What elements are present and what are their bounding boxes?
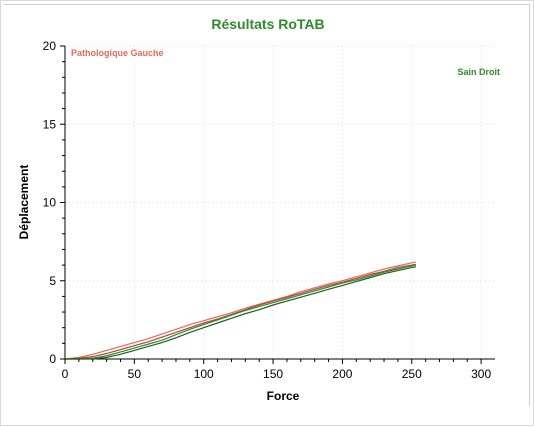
series-line-sain_1 — [65, 264, 417, 360]
legend-pathologique-gauche: Pathologique Gauche — [71, 48, 164, 58]
y-tick-label: 0 — [49, 352, 56, 366]
chart-title: Résultats RoTAB — [211, 16, 324, 32]
y-tick-label: 20 — [43, 39, 57, 53]
legend-sain-droit: Sain Droit — [457, 67, 500, 77]
x-tick-label: 0 — [62, 367, 69, 381]
series-line-patho_1 — [64, 261, 417, 360]
y-tick-label: 5 — [49, 274, 56, 288]
grid — [65, 45, 495, 359]
x-tick-label: 150 — [263, 367, 283, 381]
series-group — [64, 261, 417, 360]
x-axis-label: Force — [267, 389, 300, 403]
y-axis-label: Déplacement — [17, 165, 31, 240]
x-tick-label: 300 — [471, 367, 491, 381]
x-tick-label: 200 — [332, 367, 352, 381]
ticks: 0 50 100 150 200 250 300 0 5 10 15 20 — [43, 39, 492, 381]
series-line-patho_2 — [64, 263, 417, 360]
x-tick-label: 50 — [128, 367, 142, 381]
y-tick-label: 15 — [43, 117, 57, 131]
series-line-sain_2 — [65, 266, 417, 360]
chart-frame — [4, 4, 530, 406]
y-tick-label: 10 — [43, 196, 57, 210]
x-tick-label: 250 — [402, 367, 422, 381]
x-tick-label: 100 — [194, 367, 214, 381]
